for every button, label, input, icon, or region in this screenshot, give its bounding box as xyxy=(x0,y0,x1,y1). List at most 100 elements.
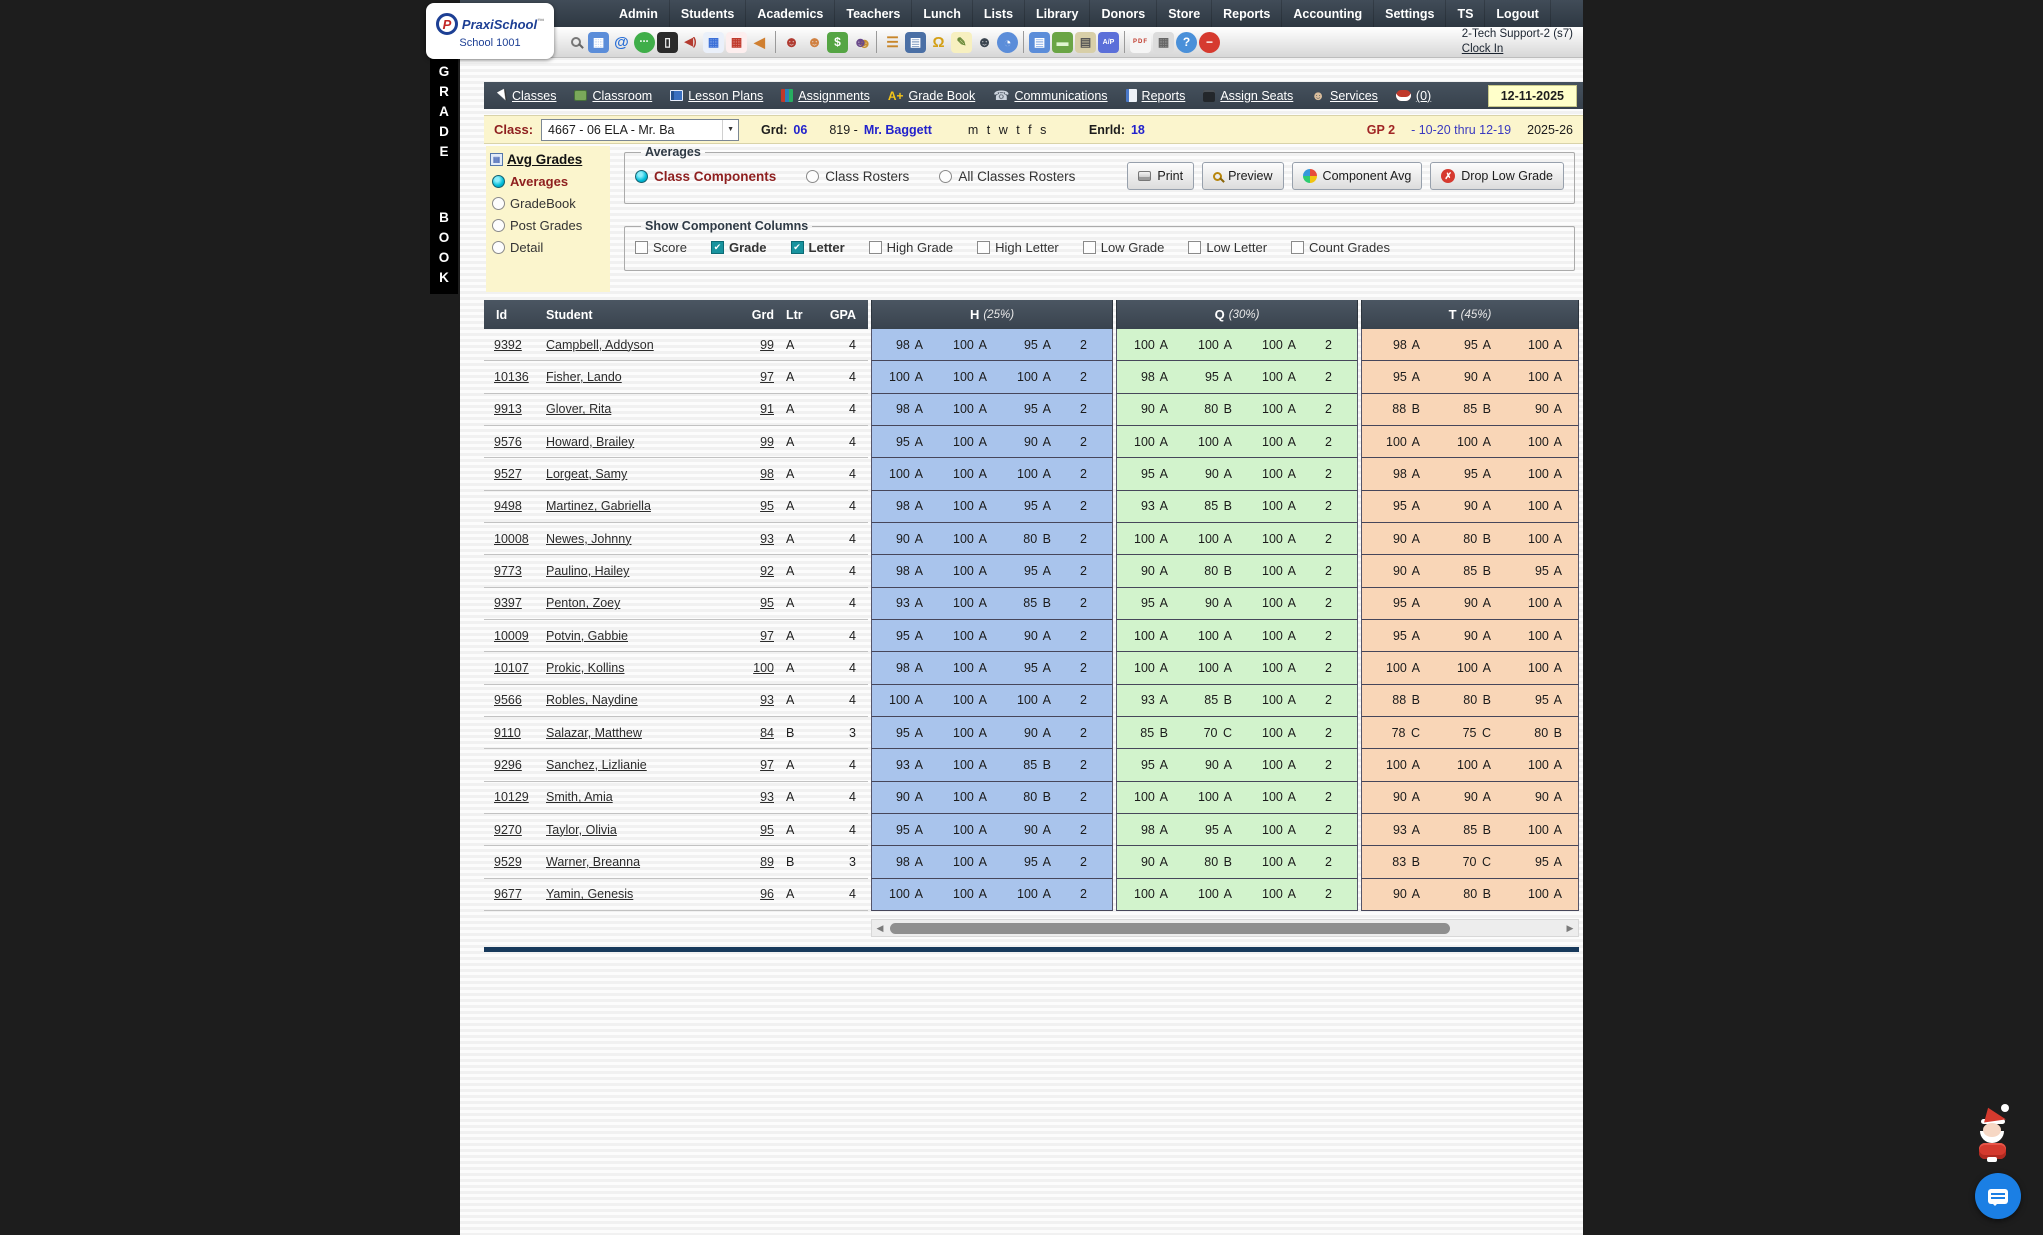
student-id-link[interactable]: 9566 xyxy=(494,693,522,708)
student-grd-link[interactable]: 93 xyxy=(760,531,774,546)
tab-classroom[interactable]: Classroom xyxy=(565,89,661,103)
student-name-link[interactable]: Martinez, Gabriella xyxy=(546,499,651,514)
staff-icon[interactable]: ☻ xyxy=(976,33,993,51)
attendance-grid-icon[interactable]: ▦ xyxy=(703,31,724,53)
speaker-icon[interactable]: ◀) xyxy=(684,35,697,48)
student-grd-link[interactable]: 96 xyxy=(760,887,774,902)
tab-messages[interactable]: (0) xyxy=(1387,89,1440,103)
print-check-icon[interactable]: ▤ xyxy=(1075,31,1096,53)
clock-icon[interactable]: ◔ xyxy=(997,31,1018,53)
student-grd-link[interactable]: 98 xyxy=(760,466,774,481)
horizontal-scrollbar[interactable]: ◀ ▶ xyxy=(871,919,1579,937)
tab-assign-seats[interactable]: Assign Seats xyxy=(1194,89,1302,103)
student-id-link[interactable]: 9677 xyxy=(494,887,522,902)
menu-item-academics[interactable]: Academics xyxy=(746,0,836,27)
student-grd-link[interactable]: 89 xyxy=(760,854,774,869)
student-name-link[interactable]: Penton, Zoey xyxy=(546,596,621,611)
phone-icon[interactable]: ▯ xyxy=(657,31,678,53)
scroll-right-arrow-icon[interactable]: ▶ xyxy=(1566,923,1574,933)
student-id-link[interactable]: 9296 xyxy=(494,757,522,772)
student-id-link[interactable]: 10136 xyxy=(494,369,529,384)
tab-lesson-plans[interactable]: Lesson Plans xyxy=(661,89,772,103)
sidebar-option-averages[interactable]: Averages xyxy=(492,174,606,189)
note-add-icon[interactable]: ✎ xyxy=(951,31,972,53)
student-grd-link[interactable]: 91 xyxy=(760,402,774,417)
print-button[interactable]: Print xyxy=(1127,162,1195,190)
col-header-test[interactable]: T (45%) xyxy=(1361,300,1579,329)
menu-item-ts[interactable]: TS xyxy=(1446,0,1486,27)
drop-low-grade-button[interactable]: ✗ Drop Low Grade xyxy=(1430,162,1564,190)
averages-radio-class-rosters[interactable]: Class Rosters xyxy=(806,169,909,184)
student-grd-link[interactable]: 95 xyxy=(760,499,774,514)
scrollbar-thumb[interactable] xyxy=(890,923,1450,934)
help-icon[interactable]: ? xyxy=(1176,31,1197,53)
student-grd-link[interactable]: 95 xyxy=(760,822,774,837)
menu-item-admin[interactable]: Admin xyxy=(608,0,670,27)
student-id-link[interactable]: 10009 xyxy=(494,628,529,643)
tab-classes[interactable]: Classes xyxy=(490,89,565,103)
checkbox-letter[interactable]: ✔ Letter xyxy=(790,240,845,255)
col-header-homework[interactable]: H (25%) xyxy=(871,300,1113,329)
tab-communications[interactable]: ☎ Communications xyxy=(993,88,1108,103)
chat-widget-button[interactable] xyxy=(1975,1173,2021,1219)
student-id-link[interactable]: 10129 xyxy=(494,790,529,805)
student-name-link[interactable]: Paulino, Hailey xyxy=(546,563,630,578)
tab-services[interactable]: ☻ Services xyxy=(1311,88,1378,103)
checkbox-count-grades[interactable]: Count Grades xyxy=(1291,240,1390,255)
student-grd-link[interactable]: 84 xyxy=(760,725,774,740)
bell-icon[interactable]: Ω xyxy=(932,33,945,51)
tab-grade-book[interactable]: A+ Grade Book xyxy=(887,88,976,103)
printer-icon[interactable]: ▦ xyxy=(1153,31,1174,53)
money-icon[interactable]: $ xyxy=(827,31,848,53)
menu-item-students[interactable]: Students xyxy=(670,0,747,27)
student-name-link[interactable]: Howard, Brailey xyxy=(546,434,635,449)
col-header-id[interactable]: Id xyxy=(496,307,508,322)
student-grd-link[interactable]: 97 xyxy=(760,369,774,384)
student-id-link[interactable]: 9913 xyxy=(494,402,522,417)
calendar-icon[interactable]: ▦ xyxy=(588,31,609,53)
checkbox-low-letter[interactable]: Low Letter xyxy=(1188,240,1267,255)
col-header-quiz[interactable]: Q (30%) xyxy=(1116,300,1358,329)
checkbox-grade[interactable]: ✔ Grade xyxy=(710,240,767,255)
menu-item-settings[interactable]: Settings xyxy=(1374,0,1447,27)
kiosk-icon[interactable]: ▤ xyxy=(905,31,926,53)
student-id-link[interactable]: 9576 xyxy=(494,434,522,449)
menu-item-teachers[interactable]: Teachers xyxy=(835,0,913,27)
scroll-left-arrow-icon[interactable]: ◀ xyxy=(876,923,884,933)
menu-item-reports[interactable]: Reports xyxy=(1212,0,1283,27)
student-name-link[interactable]: Salazar, Matthew xyxy=(546,725,642,740)
student-name-link[interactable]: Prokic, Kollins xyxy=(546,660,625,675)
email-icon[interactable]: @ xyxy=(614,33,629,51)
student-grd-link[interactable]: 93 xyxy=(760,693,774,708)
megaphone-icon[interactable]: ◀ xyxy=(754,34,765,50)
student-name-link[interactable]: Robles, Naydine xyxy=(546,693,638,708)
chat-icon[interactable]: ••• xyxy=(634,31,655,53)
averages-radio-all-classes-rosters[interactable]: All Classes Rosters xyxy=(939,169,1075,184)
alert-icon[interactable]: − xyxy=(1199,31,1220,53)
student-id-link[interactable]: 9529 xyxy=(494,854,522,869)
student-name-link[interactable]: Lorgeat, Samy xyxy=(546,466,628,481)
add-student-icon[interactable]: ☻ xyxy=(783,33,800,51)
student-icon[interactable]: ☻ xyxy=(806,33,823,51)
avg-grades-link[interactable]: ▦ Avg Grades xyxy=(490,152,606,167)
student-name-link[interactable]: Yamin, Genesis xyxy=(546,887,634,902)
student-id-link[interactable]: 9498 xyxy=(494,499,522,514)
ledger-icon[interactable]: ▤ xyxy=(1029,31,1050,53)
menu-item-lists[interactable]: Lists xyxy=(973,0,1026,27)
averages-radio-class-components[interactable]: Class Components xyxy=(635,169,776,184)
menu-item-accounting[interactable]: Accounting xyxy=(1282,0,1375,27)
student-id-link[interactable]: 9397 xyxy=(494,596,522,611)
student-name-link[interactable]: Sanchez, Lizlianie xyxy=(546,757,647,772)
pdf-icon[interactable]: PDF xyxy=(1130,31,1151,53)
student-id-link[interactable]: 9270 xyxy=(494,822,522,837)
student-id-link[interactable]: 10008 xyxy=(494,531,529,546)
menu-item-store[interactable]: Store xyxy=(1157,0,1213,27)
checkbox-high-letter[interactable]: High Letter xyxy=(977,240,1059,255)
menu-item-library[interactable]: Library xyxy=(1025,0,1091,27)
student-id-link[interactable]: 10107 xyxy=(494,660,529,675)
student-grd-link[interactable]: 92 xyxy=(760,563,774,578)
student-id-link[interactable]: 9110 xyxy=(494,725,521,740)
preview-button[interactable]: Preview xyxy=(1202,162,1284,190)
student-grd-link[interactable]: 99 xyxy=(760,434,774,449)
clock-in-link[interactable]: Clock In xyxy=(1461,43,1504,55)
